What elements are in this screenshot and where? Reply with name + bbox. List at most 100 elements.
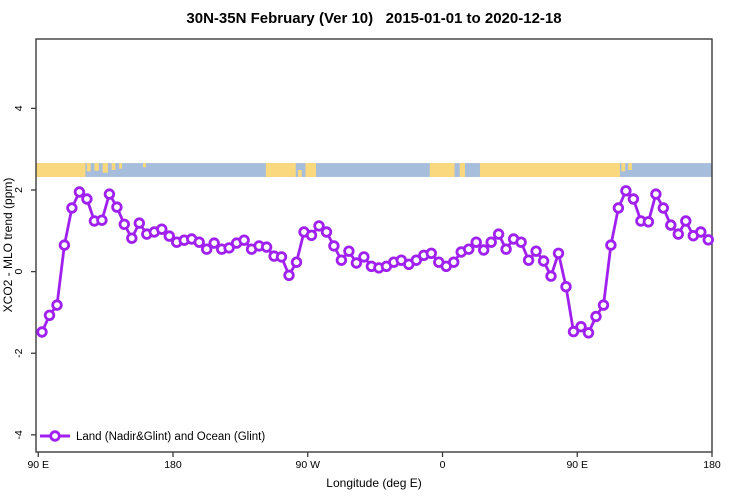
legend-marker-icon bbox=[49, 430, 61, 442]
data-point-marker bbox=[537, 255, 550, 267]
data-point-marker bbox=[515, 236, 527, 248]
data-point-marker bbox=[410, 254, 423, 266]
data-point-marker bbox=[73, 186, 86, 198]
y-tick-label: -2 bbox=[13, 348, 25, 357]
data-point-marker bbox=[492, 228, 505, 240]
data-point-marker bbox=[36, 326, 48, 338]
map-strip-land-fleck bbox=[143, 163, 147, 168]
map-strip-land-segment bbox=[305, 163, 316, 177]
map-strip-land-fleck bbox=[86, 163, 91, 172]
data-point-marker bbox=[575, 321, 587, 333]
map-strip-land-segment bbox=[479, 163, 620, 177]
data-point-marker bbox=[335, 254, 348, 266]
data-point-marker bbox=[313, 220, 325, 232]
data-point-marker bbox=[290, 256, 303, 268]
map-strip-land-fleck bbox=[111, 163, 116, 171]
map-strip-land-segment bbox=[265, 163, 296, 177]
map-strip-land-fleck bbox=[94, 163, 99, 171]
data-point-marker bbox=[448, 256, 460, 268]
data-point-marker bbox=[463, 243, 475, 255]
data-point-marker bbox=[208, 237, 220, 249]
data-point-marker bbox=[275, 251, 288, 263]
data-point-marker bbox=[350, 257, 363, 269]
data-point-marker bbox=[545, 270, 557, 282]
map-strip-land-fleck bbox=[628, 163, 632, 171]
data-point-marker bbox=[343, 245, 355, 257]
data-point-marker bbox=[133, 217, 146, 229]
data-point-marker bbox=[672, 228, 685, 240]
data-point-marker bbox=[612, 202, 625, 214]
data-point-marker bbox=[485, 236, 497, 248]
chart-title: 30N-35N February (Ver 10) 2015-01-01 to … bbox=[186, 10, 561, 27]
land-ocean-strip bbox=[36, 163, 712, 177]
data-point-marker bbox=[620, 185, 632, 197]
data-point-marker bbox=[260, 241, 273, 253]
data-point-marker bbox=[43, 309, 56, 322]
y-tick-label: -4 bbox=[13, 430, 25, 439]
data-point-marker bbox=[163, 230, 176, 242]
data-point-marker bbox=[223, 242, 235, 254]
map-strip-land-fleck bbox=[102, 163, 108, 173]
data-point-marker bbox=[650, 188, 662, 200]
data-point-marker bbox=[695, 226, 707, 238]
map-strip-land-segment bbox=[429, 163, 455, 177]
data-point-marker bbox=[320, 226, 333, 238]
data-point-marker bbox=[560, 281, 572, 293]
data-point-marker bbox=[590, 310, 602, 323]
data-point-marker bbox=[103, 188, 116, 200]
data-point-marker bbox=[680, 215, 692, 227]
data-point-marker bbox=[358, 251, 370, 263]
data-point-marker bbox=[627, 193, 640, 205]
map-strip-land-segment bbox=[459, 163, 465, 177]
data-point-marker bbox=[500, 243, 512, 255]
y-tick-label: 4 bbox=[13, 105, 25, 111]
data-point-marker bbox=[582, 327, 595, 339]
data-point-marker bbox=[81, 193, 93, 205]
data-point-marker bbox=[530, 245, 542, 257]
x-tick-label: 90 W bbox=[295, 459, 320, 471]
axes: 90 E 180 90 W 0 90 E 180 -4 -2 0 2 4 bbox=[13, 38, 721, 471]
series-line bbox=[40, 189, 710, 335]
data-point-marker bbox=[552, 247, 565, 260]
data-point-marker bbox=[58, 239, 71, 251]
data-point-marker bbox=[305, 229, 318, 242]
data-point-marker bbox=[657, 202, 670, 214]
x-tick-label: 180 bbox=[164, 459, 182, 471]
map-strip-land-fleck bbox=[119, 163, 123, 169]
map-strip-land-fleck bbox=[621, 163, 626, 172]
y-tick-label: 2 bbox=[13, 187, 25, 193]
data-point-marker bbox=[478, 244, 490, 256]
data-point-marker bbox=[470, 236, 482, 248]
plot-border bbox=[35, 38, 713, 453]
x-axis-label: Longitude (deg E) bbox=[326, 476, 421, 490]
data-point-marker bbox=[328, 240, 340, 252]
data-point-marker bbox=[702, 234, 715, 246]
y-axis-label: XCO2 - MLO trend (ppm) bbox=[1, 178, 15, 313]
x-tick-label: 0 bbox=[440, 459, 446, 471]
data-point-marker bbox=[597, 299, 610, 311]
data-point-marker bbox=[96, 214, 108, 226]
data-point-marker bbox=[51, 299, 63, 311]
x-tick-label: 90 E bbox=[27, 459, 49, 471]
data-point-marker bbox=[425, 247, 438, 260]
data-point-marker bbox=[200, 243, 213, 255]
y-tick-label: 0 bbox=[13, 269, 25, 275]
map-strip-land-segment bbox=[36, 163, 86, 177]
x-tick-label: 180 bbox=[703, 459, 721, 471]
data-point-marker bbox=[66, 202, 78, 214]
data-point-marker bbox=[283, 269, 295, 282]
data-point-marker bbox=[238, 234, 250, 246]
data-point-marker bbox=[567, 325, 580, 338]
data-point-marker bbox=[665, 219, 677, 231]
data-point-marker bbox=[118, 218, 131, 231]
data-point-marker bbox=[111, 201, 123, 213]
data-point-marker bbox=[522, 254, 535, 266]
data-point-marker bbox=[642, 216, 655, 228]
data-point-marker bbox=[126, 232, 138, 244]
legend: Land (Nadir&Glint) and Ocean (Glint) bbox=[40, 430, 265, 443]
data-point-marker bbox=[193, 236, 205, 248]
data-point-marker bbox=[156, 223, 168, 235]
data-point-marker bbox=[605, 239, 617, 251]
